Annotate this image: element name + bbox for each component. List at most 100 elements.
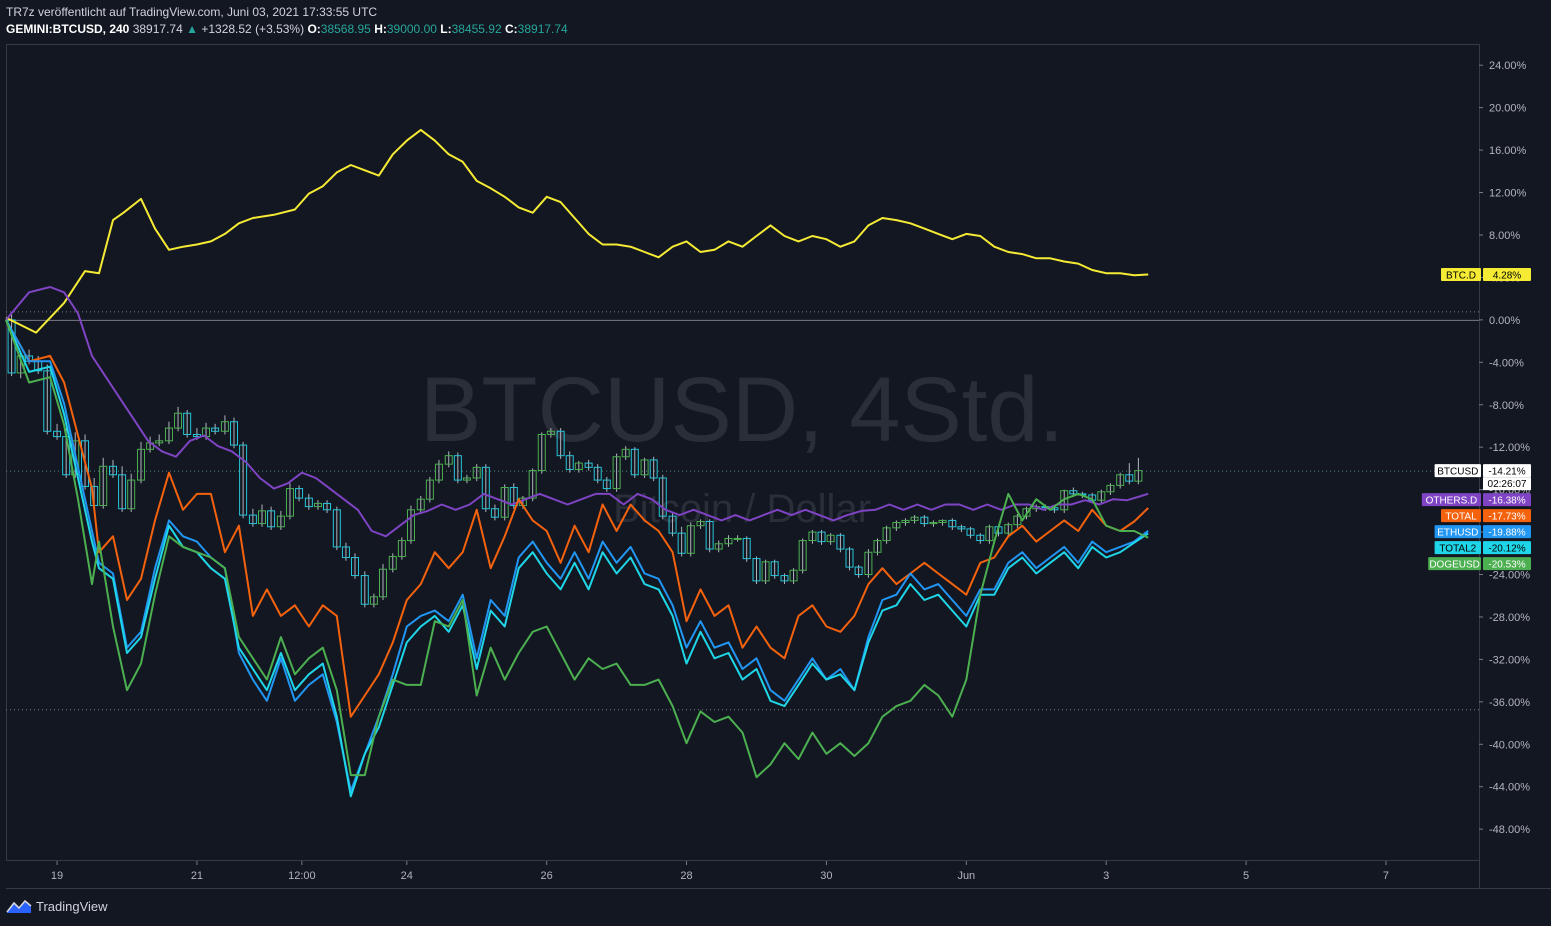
- series-name-tag-others-d: [1421, 493, 1481, 507]
- candle-body: [481, 466, 490, 510]
- candle-body: [630, 448, 639, 476]
- candle-body: [836, 534, 845, 550]
- candle-body: [509, 487, 518, 507]
- candle-body: [183, 412, 192, 435]
- candle-body: [873, 540, 882, 553]
- candle-body: [528, 470, 537, 499]
- candle-body: [1004, 524, 1013, 534]
- series-name-tag-dogeusd: [1428, 557, 1481, 571]
- candle-body: [444, 455, 453, 465]
- candle-body: [602, 479, 611, 490]
- tradingview-logo-icon: [6, 899, 32, 913]
- series-name-tag-total2: [1434, 541, 1481, 555]
- candle-body: [1069, 490, 1078, 495]
- candle-body: [798, 540, 807, 571]
- high-label: H:: [374, 22, 387, 36]
- candle-body: [230, 421, 239, 446]
- candle-body: [1060, 490, 1069, 511]
- series-value-tag-ethusd: [1483, 525, 1531, 539]
- series-value-tag-others-d: [1483, 493, 1531, 507]
- candle-body: [453, 455, 462, 481]
- btcusd-candles: [7, 314, 1143, 608]
- candle-body: [966, 528, 975, 536]
- candle-body: [16, 355, 25, 374]
- candle-body: [127, 479, 136, 510]
- candle-body: [789, 569, 798, 582]
- series-line-total: [5, 319, 1149, 718]
- candle-body: [276, 515, 285, 528]
- price-change: +1328.52 (+3.53%): [201, 22, 305, 36]
- published-info: TR7z veröffentlicht auf TradingView.com,…: [6, 5, 378, 19]
- candle-body: [490, 508, 499, 518]
- candle-body: [948, 519, 957, 528]
- candle-body: [780, 575, 789, 582]
- candle-body: [640, 459, 649, 476]
- candle-body: [323, 502, 332, 511]
- candle-body: [686, 525, 695, 554]
- series-name-tag-ethusd: [1434, 525, 1481, 539]
- candle-body: [136, 448, 145, 481]
- symbol-label[interactable]: GEMINI:BTCUSD, 240: [6, 22, 130, 36]
- candle-body: [313, 502, 322, 508]
- candle-body: [1022, 508, 1031, 517]
- low-value: 38455.92: [451, 22, 502, 36]
- time-tick-label: 21: [191, 870, 203, 882]
- time-tick-label: 12:00: [288, 870, 316, 882]
- series-lines: [5, 128, 1149, 798]
- candle-body: [808, 531, 817, 542]
- price-tick-label: -8.00%: [1489, 400, 1524, 412]
- candle-body: [854, 566, 863, 576]
- candle-body: [957, 526, 966, 530]
- series-value-tag-dogeusd: [1483, 557, 1531, 571]
- candle-body: [696, 520, 705, 527]
- countdown-tag: [1483, 477, 1531, 491]
- candle-body: [71, 440, 80, 476]
- candle-body: [211, 427, 220, 432]
- series-value-tag-btcusd: [1483, 464, 1531, 478]
- candle-body: [574, 462, 583, 470]
- candle-body: [537, 433, 546, 472]
- series-name-tag-btc-d: [1441, 267, 1481, 281]
- series-value-tag-btc-d: [1483, 267, 1531, 281]
- series-name-tag-total: [1441, 509, 1481, 523]
- time-tick-label: 3: [1103, 870, 1109, 882]
- tradingview-brand[interactable]: TradingView: [36, 898, 108, 914]
- candle-body: [248, 514, 257, 525]
- chart-header: TR7z veröffentlicht auf TradingView.com,…: [6, 4, 568, 38]
- watermark-sub: Bitcoin / Dollar: [613, 487, 871, 531]
- candle-body: [770, 561, 779, 577]
- candle-body: [53, 430, 62, 438]
- series-value-tag-total2: [1483, 541, 1531, 555]
- price-tick-label: 20.00%: [1489, 103, 1527, 115]
- price-tick-label: -24.00%: [1489, 570, 1530, 582]
- candle-body: [388, 555, 397, 570]
- high-value: 39000.00: [386, 22, 437, 36]
- time-tick-label: 5: [1243, 870, 1249, 882]
- close-label: C:: [505, 22, 518, 36]
- series-name-total2: TOTAL2: [1439, 544, 1476, 555]
- candle-body: [369, 596, 378, 605]
- price-tick-label: -40.00%: [1489, 739, 1530, 751]
- candle-body: [882, 527, 891, 542]
- candle-body: [826, 534, 835, 543]
- price-tick-label: -12.00%: [1489, 442, 1530, 454]
- candle-body: [649, 459, 658, 479]
- candle-body: [677, 532, 686, 554]
- candle-body: [864, 551, 873, 576]
- candle-body: [351, 557, 360, 577]
- candle-body: [901, 519, 910, 524]
- time-tick-label: 7: [1383, 870, 1389, 882]
- series-name-tag-btcusd: [1434, 464, 1481, 478]
- candle-body: [845, 548, 854, 568]
- time-tick-label: 30: [820, 870, 832, 882]
- candle-body: [817, 531, 826, 543]
- candle-body: [892, 522, 901, 529]
- candle-body: [546, 430, 555, 435]
- candle-body: [920, 516, 929, 525]
- series-line-btc-d: [5, 128, 1149, 334]
- time-tick-label: Jun: [957, 870, 975, 882]
- price-tick-label: 12.00%: [1489, 188, 1527, 200]
- candle-body: [174, 412, 183, 429]
